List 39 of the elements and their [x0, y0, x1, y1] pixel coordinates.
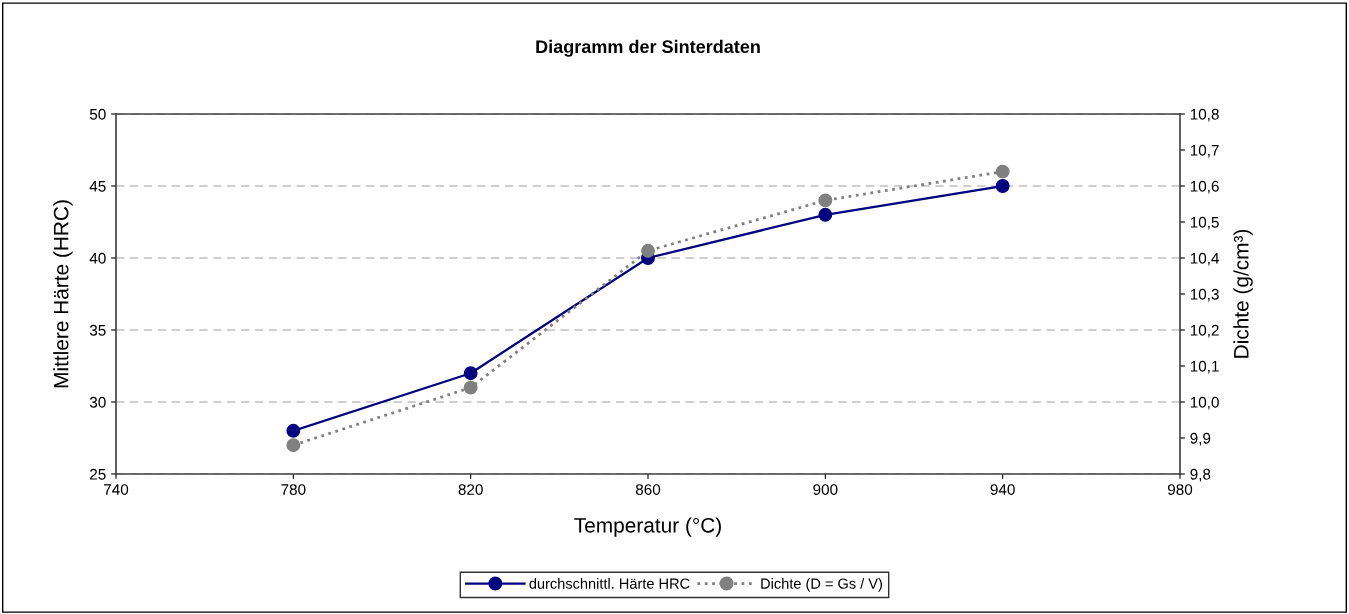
y2-tick-label: 10,8: [1190, 108, 1219, 122]
y2-tick-label: 10,2: [1190, 324, 1219, 338]
y2-tick-label: 9,8: [1190, 468, 1211, 482]
y2-tick-label: 9,9: [1190, 432, 1211, 446]
point: [463, 380, 478, 395]
y2-tick-label: 10,1: [1190, 360, 1219, 374]
point: [286, 423, 301, 438]
y2-tick-label: 10,7: [1190, 144, 1219, 158]
y2-tick-label: 10,6: [1190, 180, 1219, 194]
point: [818, 193, 833, 208]
y2-tick-label: 10,3: [1190, 288, 1219, 302]
y2-tick-label: 10,4: [1190, 252, 1220, 266]
y-tick-label: 35: [89, 324, 106, 336]
y2-tick-label: 10,0: [1190, 396, 1219, 410]
y2-axis-title: Dichte (g/cm³): [1233, 229, 1253, 358]
x-axis-title: Temperatur (°C): [574, 517, 721, 537]
y-tick-label: 25: [90, 468, 106, 480]
legend-label: Dichte (D = Gs / V): [761, 578, 882, 592]
x-tick-label: 780: [281, 484, 306, 495]
y-tick-label: 45: [89, 181, 106, 192]
x-tick-label: 900: [813, 484, 838, 495]
y-axis-title: Mittlere Härte (HRC): [53, 200, 73, 388]
x-tick-label: 740: [104, 484, 129, 495]
x-tick-label: 820: [458, 484, 483, 495]
point: [641, 243, 655, 258]
point: [995, 164, 1010, 179]
point: [286, 438, 301, 453]
chart-title: Diagramm der Sinterdaten: [536, 39, 760, 57]
y-tick-label: 30: [89, 396, 106, 408]
y-tick-label: 40: [89, 252, 106, 264]
x-tick-label: 860: [635, 484, 661, 495]
y-tick-label: 50: [89, 108, 106, 120]
x-tick-label: 980: [1167, 484, 1193, 495]
legend-label: durchschnittl. Härte HRC: [529, 578, 690, 589]
point: [995, 179, 1010, 193]
point: [818, 207, 833, 222]
point: [463, 366, 478, 381]
y2-tick-label: 10,5: [1190, 216, 1219, 230]
x-tick-label: 940: [990, 484, 1015, 495]
